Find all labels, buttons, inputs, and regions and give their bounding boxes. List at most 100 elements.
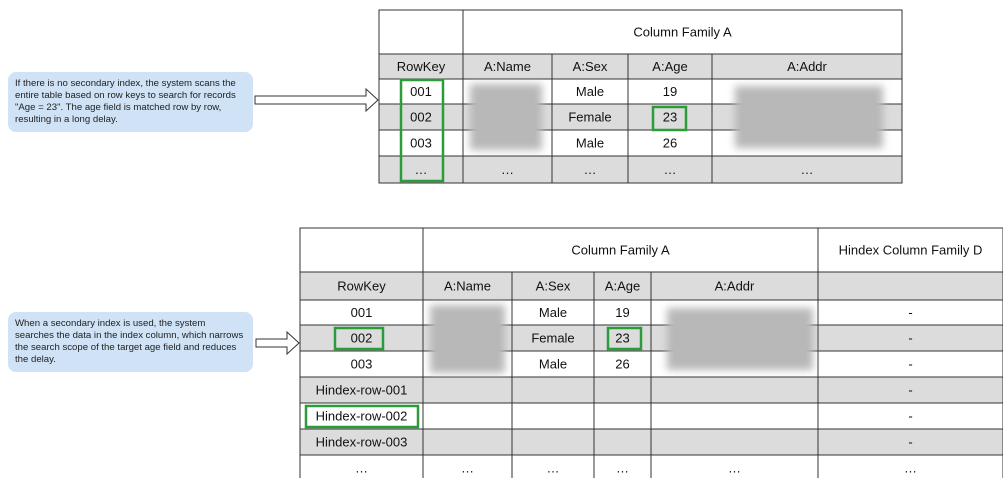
table-cell	[817, 299, 1003, 326]
table-cell	[299, 271, 424, 301]
cell-text: 003	[410, 135, 432, 150]
table-cell	[551, 103, 629, 131]
table-cell	[627, 129, 713, 157]
highlight	[333, 326, 385, 351]
table-cell	[551, 155, 629, 184]
cell-text: -	[908, 356, 912, 371]
cell-text: RowKey	[337, 278, 386, 293]
table-cell	[593, 428, 652, 456]
cell-text: …	[547, 460, 560, 475]
cell-text: A:Sex	[573, 59, 608, 74]
table-cell	[551, 78, 629, 105]
table-cell	[462, 155, 553, 184]
cell-text: A:Name	[444, 278, 491, 293]
cell-text: …	[415, 162, 428, 177]
table-cell	[711, 53, 903, 80]
table-cell	[299, 428, 424, 456]
arrow	[254, 87, 379, 113]
cell-text: -	[908, 434, 912, 449]
cell-text: -	[908, 408, 912, 423]
cell-text: 23	[663, 109, 677, 124]
cell-text: …	[801, 162, 814, 177]
cell-text: 26	[663, 135, 677, 150]
table-cell	[422, 402, 513, 430]
cell-text: A:Addr	[787, 59, 827, 74]
table-cell	[593, 271, 652, 301]
table-cell	[511, 376, 595, 404]
table-cell	[593, 402, 652, 430]
cell-text: 19	[615, 305, 629, 320]
cell-text: -	[908, 382, 912, 397]
table-cell	[511, 350, 595, 378]
cell-text: 002	[410, 109, 432, 124]
cell-text: Male	[539, 305, 567, 320]
callout: When a secondary index is used, the syst…	[8, 312, 253, 372]
cell-text: …	[501, 162, 514, 177]
table-cell	[711, 155, 903, 184]
cell-text: 26	[615, 356, 629, 371]
table-cell	[422, 428, 513, 456]
cell-text: Female	[531, 330, 574, 345]
table-cell	[817, 271, 1003, 301]
cell-text: -	[908, 305, 912, 320]
table-cell	[627, 155, 713, 184]
table-cell	[650, 402, 819, 430]
table-cell	[462, 9, 903, 55]
table-cell	[299, 227, 424, 273]
arrow	[255, 330, 300, 356]
table-cell	[511, 271, 595, 301]
cell-text: -	[908, 330, 912, 345]
cell-text: Hindex-row-001	[316, 382, 408, 397]
table-cell	[551, 129, 629, 157]
table-cell	[378, 78, 464, 105]
highlight	[651, 105, 688, 132]
blurred-content	[470, 84, 542, 150]
table-cell	[378, 53, 464, 80]
table-cell	[299, 402, 424, 430]
cell-text: 001	[351, 305, 373, 320]
table-cell	[627, 53, 713, 80]
highlight	[304, 404, 420, 429]
cell-text: 001	[410, 84, 432, 99]
table-cell	[817, 227, 1003, 273]
cell-text: 002	[351, 330, 373, 345]
cell-text: Column Family A	[571, 242, 670, 257]
cell-text: …	[355, 460, 368, 475]
table-cell	[551, 53, 629, 80]
cell-text: …	[664, 162, 677, 177]
blurred-content	[667, 308, 813, 370]
cell-text: A:Age	[652, 59, 687, 74]
cell-text: RowKey	[397, 59, 446, 74]
cell-text: 003	[351, 356, 373, 371]
blurred-content	[735, 86, 883, 148]
table-cell	[378, 155, 464, 184]
cell-text: Hindex Column Family D	[839, 242, 983, 257]
cell-text: …	[461, 460, 474, 475]
cell-text: Column Family A	[633, 24, 732, 39]
cell-text: Male	[576, 84, 604, 99]
cell-text: 23	[615, 330, 629, 345]
cell-text: Female	[568, 109, 611, 124]
cell-text: A:Addr	[715, 278, 755, 293]
table-cell	[650, 428, 819, 456]
table-cell	[817, 402, 1003, 430]
table-cell	[817, 376, 1003, 404]
table-cell	[511, 324, 595, 352]
table-cell	[511, 428, 595, 456]
table-cell	[299, 299, 424, 326]
highlight	[399, 78, 445, 183]
blurred-content	[430, 305, 505, 373]
highlight	[606, 326, 643, 351]
cell-text: Hindex-row-003	[316, 434, 408, 449]
cell-text: Male	[576, 135, 604, 150]
cell-text: …	[904, 460, 917, 475]
table-cell	[378, 129, 464, 157]
table-cell	[817, 454, 1003, 478]
table-cell	[299, 376, 424, 404]
table-cell	[650, 376, 819, 404]
table-cell	[422, 271, 513, 301]
table-cell	[817, 350, 1003, 378]
cell-text: Male	[539, 356, 567, 371]
